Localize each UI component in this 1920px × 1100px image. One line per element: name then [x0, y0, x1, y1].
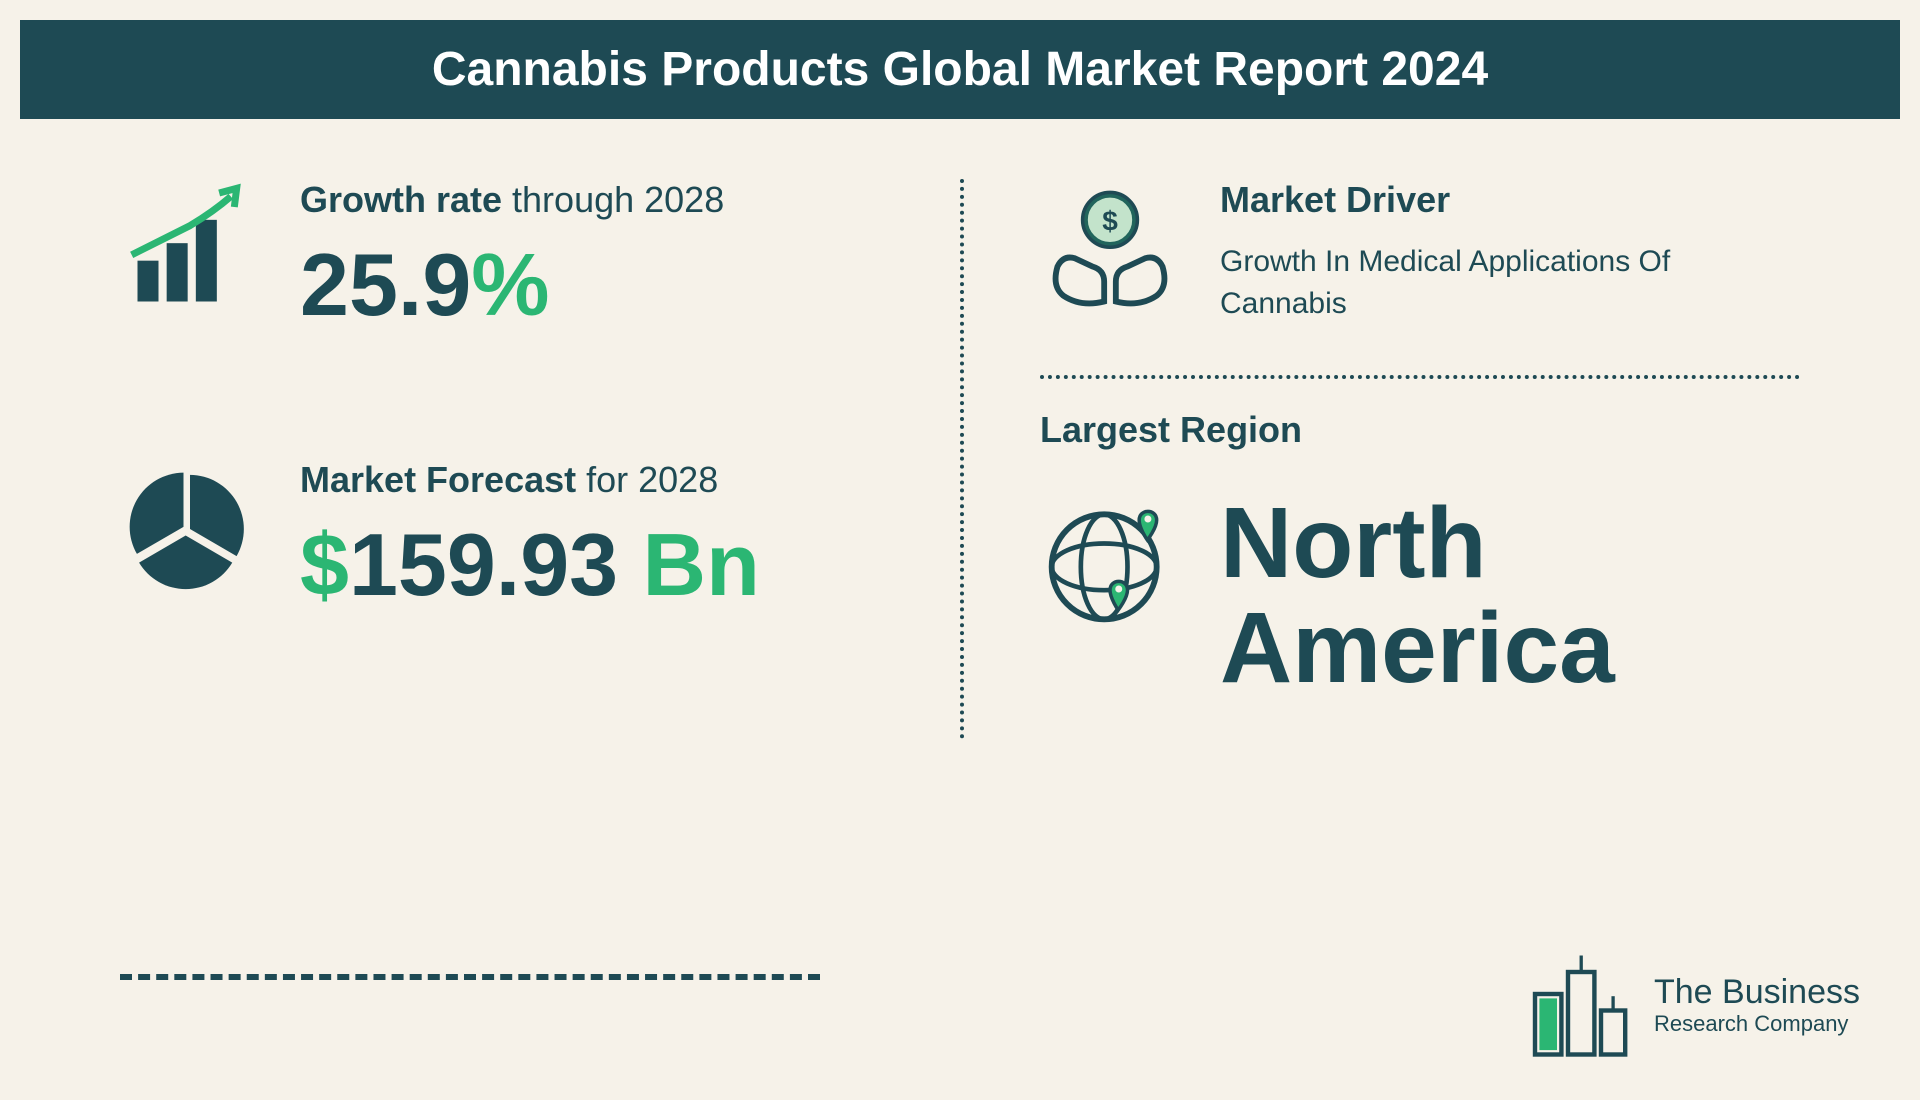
growth-label: Growth rate through 2028 — [300, 179, 880, 221]
logo-text: The Business Research Company — [1654, 974, 1860, 1036]
forecast-label: Market Forecast for 2028 — [300, 459, 880, 501]
main-content: Growth rate through 2028 25.9% Market Fo… — [0, 119, 1920, 751]
vertical-divider — [960, 179, 964, 739]
region-section: NorthAmerica — [1040, 491, 1800, 701]
horizontal-divider — [1040, 375, 1800, 379]
bottom-dash-line — [120, 974, 820, 980]
report-title: Cannabis Products Global Market Report 2… — [20, 20, 1900, 119]
right-column: $ Market Driver Growth In Medical Applic… — [960, 179, 1800, 751]
globe-pin-icon — [1040, 491, 1180, 631]
forecast-section: Market Forecast for 2028 $159.93 Bn — [120, 459, 880, 609]
growth-value: 25.9% — [300, 241, 880, 329]
region-label: Largest Region — [1040, 409, 1800, 451]
company-logo: The Business Research Company — [1524, 950, 1860, 1060]
driver-text: Growth In Medical Applications Of Cannab… — [1220, 241, 1800, 325]
logo-buildings-icon — [1524, 950, 1634, 1060]
region-value: NorthAmerica — [1220, 491, 1800, 701]
growth-chart-icon — [120, 179, 260, 319]
left-column: Growth rate through 2028 25.9% Market Fo… — [120, 179, 960, 751]
pie-chart-icon — [120, 459, 260, 599]
driver-label: Market Driver — [1220, 179, 1800, 221]
hands-coin-icon: $ — [1040, 179, 1180, 319]
growth-section: Growth rate through 2028 25.9% — [120, 179, 880, 329]
driver-section: $ Market Driver Growth In Medical Applic… — [1040, 179, 1800, 325]
svg-text:$: $ — [1102, 205, 1118, 236]
forecast-value: $159.93 Bn — [300, 521, 880, 609]
